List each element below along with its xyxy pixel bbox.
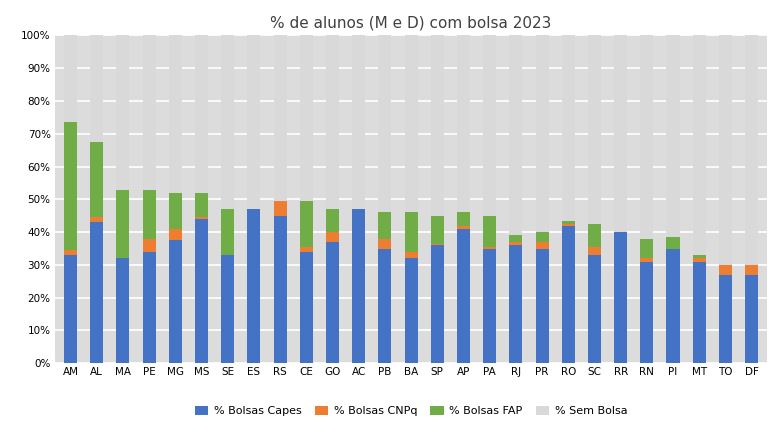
Bar bbox=[561, 225, 575, 363]
Bar bbox=[405, 252, 417, 258]
Bar bbox=[431, 244, 444, 245]
Bar bbox=[719, 35, 732, 265]
Title: % de alunos (M e D) com bolsa 2023: % de alunos (M e D) com bolsa 2023 bbox=[270, 15, 552, 30]
Bar bbox=[509, 35, 522, 235]
Bar bbox=[693, 255, 705, 258]
Bar bbox=[90, 35, 103, 142]
Bar bbox=[614, 232, 627, 363]
Bar bbox=[247, 209, 261, 363]
Bar bbox=[195, 35, 208, 193]
Bar bbox=[457, 225, 470, 229]
Bar bbox=[326, 232, 339, 242]
Bar bbox=[719, 275, 732, 363]
Bar bbox=[693, 258, 705, 262]
Bar bbox=[614, 35, 627, 232]
Bar bbox=[561, 35, 575, 221]
Bar bbox=[273, 35, 287, 201]
Bar bbox=[326, 209, 339, 232]
Bar bbox=[143, 252, 156, 363]
Bar bbox=[719, 265, 732, 275]
Bar bbox=[378, 249, 392, 363]
Bar bbox=[666, 35, 680, 237]
Bar bbox=[64, 250, 77, 255]
Bar bbox=[326, 242, 339, 363]
Bar bbox=[457, 229, 470, 363]
Bar bbox=[378, 213, 392, 239]
Bar bbox=[536, 232, 549, 242]
Bar bbox=[221, 209, 234, 255]
Bar bbox=[640, 35, 653, 239]
Bar bbox=[64, 35, 77, 122]
Bar bbox=[536, 249, 549, 363]
Bar bbox=[561, 221, 575, 224]
Bar bbox=[483, 216, 496, 247]
Bar bbox=[431, 216, 444, 244]
Bar bbox=[483, 247, 496, 249]
Bar bbox=[352, 35, 365, 209]
Bar bbox=[483, 249, 496, 363]
Bar bbox=[64, 255, 77, 363]
Bar bbox=[300, 35, 313, 201]
Bar bbox=[221, 35, 234, 209]
Bar bbox=[745, 275, 758, 363]
Legend: % Bolsas Capes, % Bolsas CNPq, % Bolsas FAP, % Sem Bolsa: % Bolsas Capes, % Bolsas CNPq, % Bolsas … bbox=[190, 402, 632, 421]
Bar bbox=[117, 258, 129, 363]
Bar bbox=[195, 219, 208, 363]
Bar bbox=[169, 229, 182, 240]
Bar bbox=[378, 239, 392, 249]
Bar bbox=[169, 35, 182, 193]
Bar bbox=[405, 213, 417, 252]
Bar bbox=[666, 237, 680, 249]
Bar bbox=[457, 213, 470, 225]
Bar bbox=[143, 190, 156, 239]
Bar bbox=[405, 258, 417, 363]
Bar bbox=[195, 193, 208, 218]
Bar bbox=[247, 35, 261, 209]
Bar bbox=[352, 209, 365, 363]
Bar bbox=[693, 35, 705, 255]
Bar bbox=[588, 224, 601, 247]
Bar bbox=[326, 35, 339, 209]
Bar bbox=[169, 193, 182, 229]
Bar bbox=[745, 35, 758, 265]
Bar bbox=[509, 242, 522, 245]
Bar bbox=[588, 247, 601, 255]
Bar bbox=[90, 222, 103, 363]
Bar bbox=[90, 142, 103, 218]
Bar bbox=[640, 258, 653, 262]
Bar bbox=[300, 252, 313, 363]
Bar bbox=[509, 245, 522, 363]
Bar bbox=[640, 239, 653, 258]
Bar bbox=[509, 235, 522, 242]
Bar bbox=[117, 35, 129, 190]
Bar bbox=[143, 35, 156, 190]
Bar bbox=[588, 35, 601, 224]
Bar bbox=[169, 240, 182, 363]
Bar bbox=[693, 262, 705, 363]
Bar bbox=[143, 239, 156, 252]
Bar bbox=[561, 224, 575, 225]
Bar bbox=[300, 201, 313, 247]
Bar bbox=[745, 265, 758, 275]
Bar bbox=[431, 35, 444, 216]
Bar bbox=[117, 190, 129, 258]
Bar bbox=[273, 216, 287, 363]
Bar bbox=[483, 35, 496, 216]
Bar bbox=[588, 255, 601, 363]
Bar bbox=[273, 201, 287, 216]
Bar bbox=[221, 255, 234, 363]
Bar bbox=[431, 245, 444, 363]
Bar bbox=[457, 35, 470, 213]
Bar bbox=[64, 122, 77, 250]
Bar bbox=[640, 262, 653, 363]
Bar bbox=[195, 218, 208, 219]
Bar bbox=[300, 247, 313, 252]
Bar bbox=[536, 35, 549, 232]
Bar bbox=[90, 218, 103, 222]
Bar bbox=[405, 35, 417, 213]
Bar bbox=[378, 35, 392, 213]
Bar bbox=[536, 242, 549, 249]
Bar bbox=[666, 249, 680, 363]
